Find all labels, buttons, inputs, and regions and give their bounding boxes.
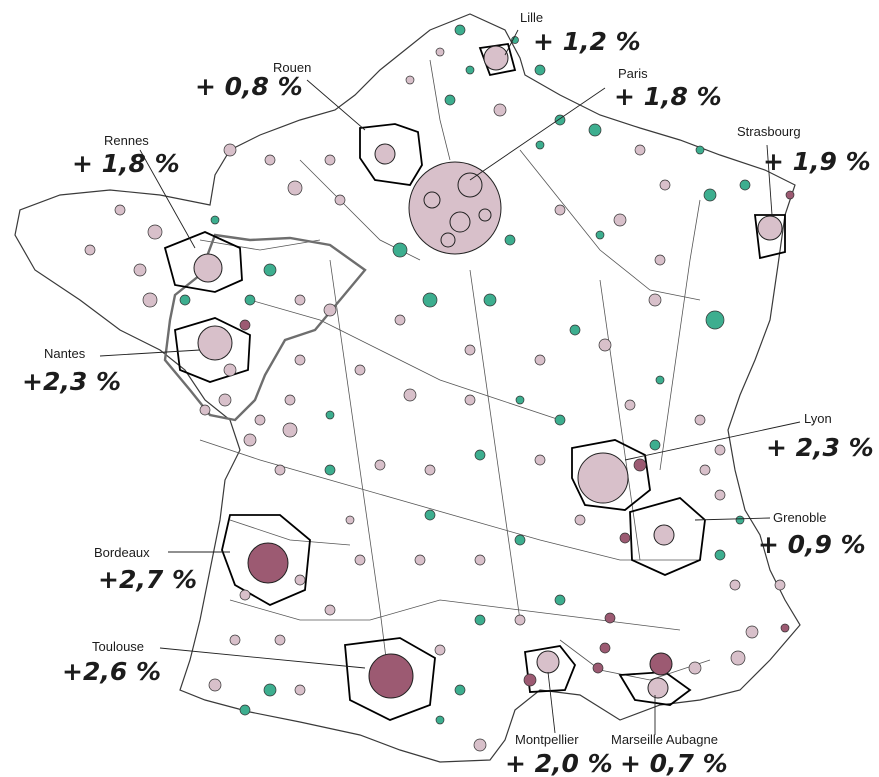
region-border	[163, 233, 367, 422]
label-montpellier-name: Montpellier	[515, 732, 579, 747]
bubble-toulon	[649, 652, 673, 676]
leader-lines	[99, 29, 801, 735]
label-lyon-name: Lyon	[804, 411, 832, 426]
bubble-rouen	[374, 143, 396, 165]
bubble-lyon	[577, 452, 629, 504]
label-rennes-rate: + 1,8 %	[72, 149, 180, 178]
label-lyon-rate: + 2,3 %	[766, 433, 874, 462]
label-strasbourg-rate: + 1,9 %	[763, 147, 871, 176]
bubble-grenoble	[653, 524, 675, 546]
label-toulouse-rate: +2,6 %	[62, 657, 161, 686]
bubble-nantes	[197, 325, 233, 361]
label-montpellier-rate: + 2,0 %	[505, 749, 613, 777]
label-lille-rate: + 1,2 %	[533, 27, 641, 56]
label-bordeaux-rate: +2,7 %	[98, 565, 197, 594]
label-rennes-name: Rennes	[104, 133, 149, 148]
label-marseille-rate: + 0,7 %	[620, 749, 728, 777]
label-nantes-name: Nantes	[44, 346, 86, 361]
bubble-rennes	[193, 253, 223, 283]
bubble-strasbourg	[757, 215, 783, 241]
label-marseille-name: Marseille Aubagne	[611, 732, 718, 747]
bubble-bordeaux	[247, 542, 289, 584]
bubble-marseille	[647, 677, 669, 699]
bubble-toulouse	[368, 653, 414, 699]
label-paris-rate: + 1,8 %	[614, 82, 722, 111]
label-rouen-rate: + 0,8 %	[195, 72, 303, 101]
bubble-lille	[483, 45, 509, 71]
zone-bubbles	[84, 24, 795, 752]
city-bubbles	[193, 45, 783, 699]
city-labels: Lille + 1,2 % Rouen + 0,8 % Paris + 1,8 …	[22, 10, 874, 777]
bubble-montpellier	[536, 650, 560, 674]
label-toulouse-name: Toulouse	[92, 639, 144, 654]
zone-borders	[199, 59, 711, 691]
label-bordeaux-name: Bordeaux	[94, 545, 150, 560]
label-strasbourg-name: Strasbourg	[737, 124, 801, 139]
label-grenoble-rate: + 0,9 %	[758, 530, 866, 559]
label-rouen-name: Rouen	[273, 60, 311, 75]
label-paris-name: Paris	[618, 66, 648, 81]
label-grenoble-name: Grenoble	[773, 510, 826, 525]
label-nantes-rate: +2,3 %	[22, 367, 121, 396]
label-lille-name: Lille	[520, 10, 543, 25]
